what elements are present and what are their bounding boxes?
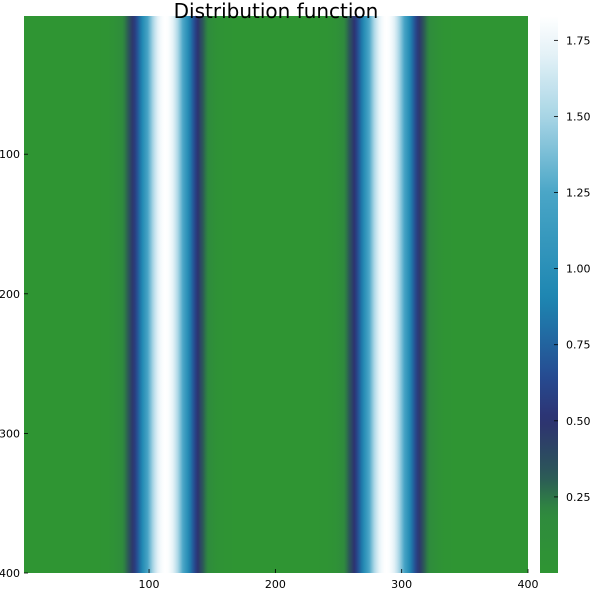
y-tick-label: 300 — [0, 427, 20, 440]
colorbar-gradient — [540, 16, 558, 573]
x-tick-label: 100 — [139, 578, 160, 591]
colorbar: 0.25 0.50 0.75 1.00 1.25 1.50 1.75 — [540, 16, 591, 573]
y-tick-label: 100 — [0, 148, 20, 161]
y-tick-label: 400 — [0, 567, 20, 580]
colorbar-tick-label: 1.25 — [566, 187, 591, 200]
colorbar-tick-label: 0.50 — [566, 415, 591, 428]
colorbar-tick-label: 1.50 — [566, 110, 591, 123]
chart-title: Distribution function — [174, 0, 379, 23]
colorbar-tick-label: 1.00 — [566, 263, 591, 276]
x-tick-label: 400 — [518, 578, 539, 591]
x-tick-label: 300 — [391, 578, 412, 591]
x-axis: 100 200 300 400 — [139, 569, 539, 591]
colorbar-tick-label: 0.75 — [566, 339, 591, 352]
colorbar-ticks: 0.25 0.50 0.75 1.00 1.25 1.50 1.75 — [554, 34, 591, 504]
colorbar-tick-label: 0.25 — [566, 491, 591, 504]
x-tick-label: 200 — [265, 578, 286, 591]
heatmap-plot-area — [24, 16, 528, 573]
heatmap-cells — [24, 16, 528, 573]
colorbar-tick-label: 1.75 — [566, 34, 591, 47]
y-tick-label: 200 — [0, 288, 20, 301]
y-axis: 100 200 300 400 — [0, 148, 28, 580]
